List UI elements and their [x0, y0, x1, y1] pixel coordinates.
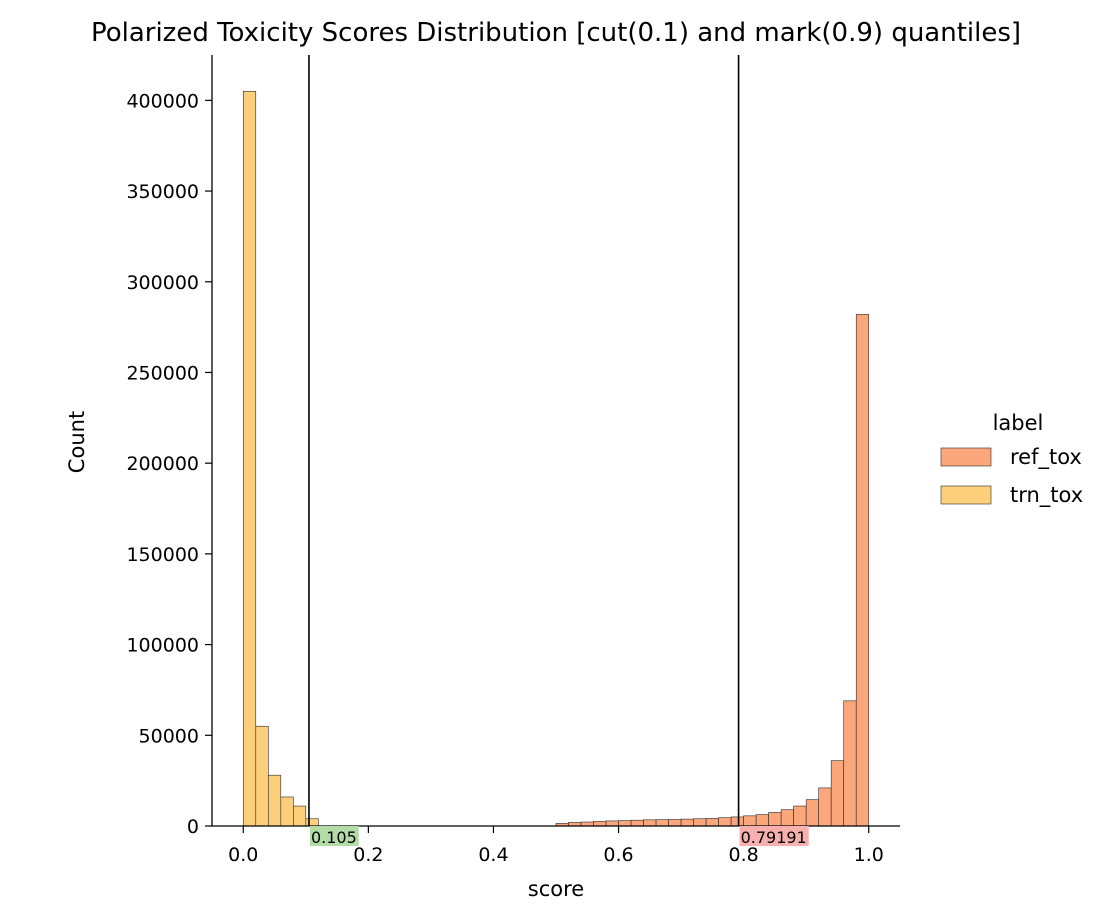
annotation-background	[739, 826, 809, 846]
bar-ref_tox	[805, 799, 819, 827]
quantile-annotation: 0.105	[309, 826, 359, 847]
bar-trn_tox	[305, 818, 319, 827]
bar-ref_tox	[780, 809, 794, 827]
annotation-label: 0.79191	[741, 828, 807, 847]
bar-trn_tox	[280, 796, 294, 827]
bar-ref_tox	[643, 819, 657, 827]
legend-title: label	[993, 411, 1044, 435]
legend-label-ref_tox: ref_tox	[1010, 445, 1082, 470]
bar-ref_tox	[768, 812, 782, 827]
annotation-background	[309, 826, 359, 846]
y-tick-label: 0	[187, 816, 199, 838]
quantile-annotations: 0.105 0.79191	[309, 826, 809, 847]
bar-ref_tox	[718, 817, 732, 827]
bar-trn_tox	[293, 805, 307, 827]
legend-swatch-ref_tox	[940, 447, 992, 467]
x-tick-label: 1.0	[854, 844, 884, 866]
y-tick-label: 100000	[126, 635, 199, 657]
legend: label ref_tox trn_tox	[940, 411, 1083, 508]
y-tick-label: 150000	[126, 544, 199, 566]
bar-ref_tox	[818, 787, 832, 827]
bar-ref_tox	[668, 819, 682, 827]
bar-ref_tox	[843, 700, 857, 827]
y-tick-label: 350000	[126, 181, 199, 203]
bar-ref_tox	[855, 314, 870, 827]
y-axis-label: Count	[65, 411, 89, 473]
annotation-label: 0.105	[311, 828, 357, 847]
bar-ref_tox	[693, 818, 707, 827]
bar-trn_tox	[267, 774, 282, 827]
x-axis: 0.0 0.2 0.4 0.6 0.8 1.0	[212, 825, 900, 866]
quantile-annotation: 0.79191	[739, 826, 809, 847]
bar-ref_tox	[655, 819, 669, 827]
y-tick-label: 250000	[126, 362, 199, 384]
bar-ref_tox	[743, 815, 757, 827]
bar-ref_tox	[755, 814, 769, 827]
x-tick-label: 0.2	[353, 844, 383, 866]
bar-ref_tox	[605, 820, 619, 827]
legend-label-trn_tox: trn_tox	[1010, 483, 1083, 508]
bar-trn_tox	[255, 725, 269, 827]
y-tick-label: 300000	[126, 272, 199, 294]
bar-trn_tox	[242, 90, 257, 827]
y-axis: 0 50000 100000 150000 200000 250000 300000 3500…	[126, 55, 213, 838]
bar-ref_tox	[680, 818, 694, 827]
quantile-lines	[308, 55, 740, 826]
legend-swatch-trn_tox	[940, 485, 992, 505]
y-tick-label: 50000	[139, 725, 199, 747]
bar-ref_tox	[630, 819, 644, 827]
x-tick-label: 0.0	[228, 844, 258, 866]
y-tick-label: 200000	[126, 453, 199, 475]
bar-ref_tox	[593, 820, 607, 827]
x-tick-label: 0.4	[478, 844, 508, 866]
bars-layer	[242, 90, 870, 827]
x-tick-label: 0.6	[603, 844, 633, 866]
y-tick-label: 400000	[126, 90, 199, 112]
x-tick-label: 0.8	[729, 844, 759, 866]
bar-ref_tox	[618, 820, 632, 827]
chart-title: Polarized Toxicity Scores Distribution […	[91, 18, 1021, 48]
bar-ref_tox	[830, 760, 845, 827]
x-axis-label: score	[528, 877, 584, 901]
bar-ref_tox	[705, 818, 719, 827]
bar-ref_tox	[730, 816, 744, 827]
bar-ref_tox	[793, 805, 807, 827]
